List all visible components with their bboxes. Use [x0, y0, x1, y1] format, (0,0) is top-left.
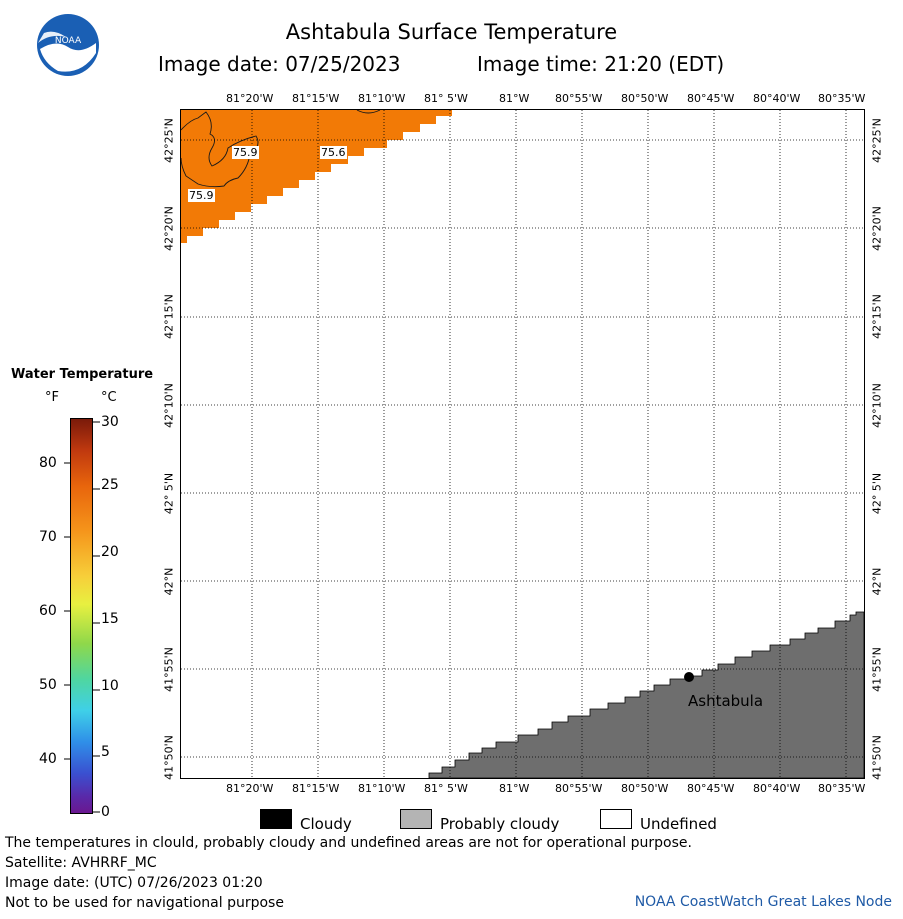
lat-label-right: 42°25'N [870, 118, 884, 163]
lon-label-top: 80°50'W [621, 92, 669, 105]
footer-satellite: Satellite: AVHRRF_MC [5, 855, 157, 871]
contour-label: 75.9 [232, 146, 259, 159]
lat-label-left: 42°10'N [162, 383, 176, 428]
svg-text:NOAA: NOAA [55, 36, 82, 46]
lon-label-bottom: 81°W [499, 782, 530, 795]
lon-label-bottom: 80°35'W [818, 782, 866, 795]
lon-label-top: 80°40'W [753, 92, 801, 105]
probably-cloudy-label: Probably cloudy [440, 815, 560, 833]
image-time: Image time: 21:20 (EDT) [477, 52, 725, 76]
legend-c-tick: 20 [101, 544, 119, 560]
contour-label: 75.9 [188, 189, 215, 202]
footer-disclaimer: The temperatures in clould, probably clo… [5, 835, 692, 851]
lon-label-bottom: 81°10'W [358, 782, 406, 795]
lon-label-bottom: 80°55'W [555, 782, 603, 795]
lat-label-right: 42°20'N [870, 206, 884, 251]
lat-label-right: 42°N [870, 567, 884, 596]
lat-label-left: 41°55'N [162, 647, 176, 692]
lat-label-right: 42°15'N [870, 294, 884, 339]
footer-navigation-warning: Not to be used for navigational purpose [5, 895, 284, 911]
lat-label-left: 42°25'N [162, 118, 176, 163]
page-title: Ashtabula Surface Temperature [285, 20, 618, 44]
probably-cloudy-swatch [400, 809, 432, 829]
lat-label-right: 41°50'N [870, 735, 884, 780]
color-scale-bar [70, 418, 93, 814]
lon-label-bottom: 80°50'W [621, 782, 669, 795]
lat-label-right: 42°10'N [870, 383, 884, 428]
cloudy-label: Cloudy [300, 815, 352, 833]
cloudy-swatch [260, 809, 292, 829]
lon-label-top: 80°55'W [555, 92, 603, 105]
lat-label-left: 41°50'N [162, 735, 176, 780]
lon-label-bottom: 81° 5'W [424, 782, 468, 795]
scale-ticks [64, 421, 100, 813]
legend-unit-f: °F [45, 390, 59, 405]
undefined-swatch [600, 809, 632, 829]
legend-title: Water Temperature [11, 367, 154, 382]
legend-f-tick: 80 [39, 455, 57, 471]
lon-label-top: 80°45'W [687, 92, 735, 105]
lat-label-right: 41°55'N [870, 647, 884, 692]
legend-f-tick: 60 [39, 603, 57, 619]
lat-label-left: 42°N [162, 567, 176, 596]
lon-label-bottom: 80°40'W [753, 782, 801, 795]
warm-water-region [181, 110, 452, 243]
legend-c-tick: 25 [101, 477, 119, 493]
legend-f-tick: 70 [39, 529, 57, 545]
noaa-logo: NOAA [36, 13, 100, 77]
legend-c-tick: 0 [101, 804, 110, 820]
legend-c-tick: 5 [101, 744, 110, 760]
legend-f-tick: 40 [39, 751, 57, 767]
city-label: Ashtabula [688, 692, 764, 710]
lon-label-bottom: 81°20'W [226, 782, 274, 795]
lat-label-left: 42°20'N [162, 206, 176, 251]
lat-label-right: 42° 5'N [870, 472, 884, 515]
lon-label-bottom: 81°15'W [292, 782, 340, 795]
legend-f-tick: 50 [39, 677, 57, 693]
lat-label-left: 42°15'N [162, 294, 176, 339]
undefined-label: Undefined [640, 815, 717, 833]
land-region [428, 611, 865, 779]
lon-label-top: 81°15'W [292, 92, 340, 105]
lon-label-bottom: 80°45'W [687, 782, 735, 795]
lon-label-top: 81° 5'W [424, 92, 468, 105]
footer-utc-date: Image date: (UTC) 07/26/2023 01:20 [5, 875, 263, 891]
credit-link[interactable]: NOAA CoastWatch Great Lakes Node [634, 894, 892, 910]
lon-label-top: 81°20'W [226, 92, 274, 105]
legend-c-tick: 30 [101, 414, 119, 430]
legend-unit-c: °C [101, 390, 117, 405]
lat-label-left: 42° 5'N [162, 472, 176, 515]
ashtabula-marker [684, 672, 694, 682]
lon-label-top: 81°W [499, 92, 530, 105]
lon-label-top: 81°10'W [358, 92, 406, 105]
legend-c-tick: 15 [101, 611, 119, 627]
legend-c-tick: 10 [101, 678, 119, 694]
contour-label: 75.6 [320, 146, 347, 159]
image-date: Image date: 07/25/2023 [158, 52, 401, 76]
lon-label-top: 80°35'W [818, 92, 866, 105]
